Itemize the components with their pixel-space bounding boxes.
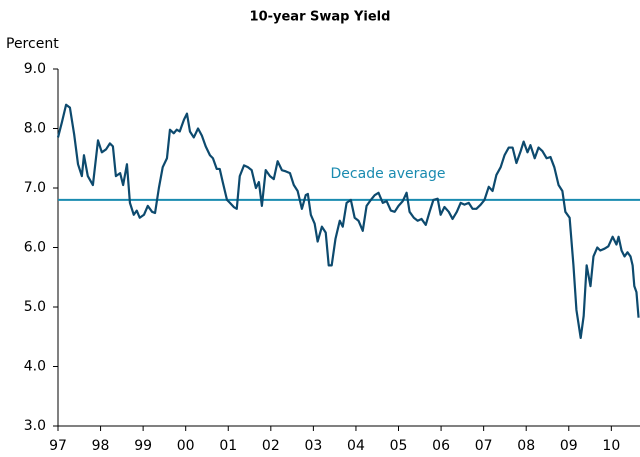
x-tick-label: 06	[432, 438, 450, 454]
x-tick-label: 05	[390, 438, 408, 454]
x-tick-label: 98	[92, 438, 110, 454]
x-tick-label: 10	[602, 438, 620, 454]
x-tick-label: 07	[475, 438, 493, 454]
chart-title: 10-year Swap Yield	[250, 10, 391, 25]
y-tick-label: 8.0	[24, 121, 46, 137]
x-tick-label: 08	[517, 438, 535, 454]
x-tick-label: 04	[347, 438, 365, 454]
y-tick-label: 3.0	[24, 418, 46, 434]
y-tick-label: 7.0	[24, 180, 46, 196]
line	[56, 103, 640, 340]
x-tick-label: 09	[560, 438, 578, 454]
x-tick-label: 00	[177, 438, 195, 454]
y-tick-label: 4.0	[24, 359, 46, 375]
y-tick-label: 9.0	[24, 61, 46, 77]
x-tick-label: 01	[219, 438, 237, 454]
x-tick-label: 97	[49, 438, 67, 454]
x-tick-label: 02	[262, 438, 280, 454]
x-tick-label: 99	[134, 438, 152, 454]
y-tick-label: 6.0	[24, 240, 46, 256]
x-tick-label: 03	[304, 438, 322, 454]
reference-label: Decade average	[331, 166, 446, 182]
y-axis-label: Percent	[6, 36, 59, 52]
y-tick-label: 5.0	[24, 299, 46, 315]
